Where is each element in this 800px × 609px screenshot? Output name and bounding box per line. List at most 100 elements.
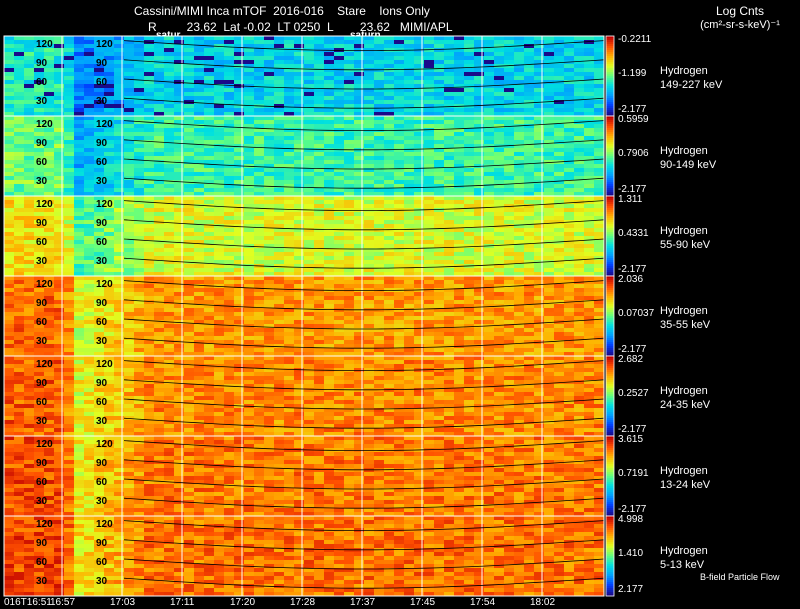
bfield-label: B-field Particle Flow bbox=[700, 572, 780, 582]
colorbar-max-label: 4.998 bbox=[618, 514, 644, 525]
contour-label: 60 bbox=[96, 477, 108, 488]
contour-label: 30 bbox=[96, 576, 108, 588]
contour-label: 90 bbox=[96, 457, 108, 469]
contour-label: 60 bbox=[96, 157, 108, 168]
contour-label: 90 bbox=[96, 537, 108, 549]
contour-label: 90 bbox=[36, 537, 48, 549]
time-tick-label: 16:57 bbox=[50, 597, 76, 608]
contour-label: 120 bbox=[36, 278, 53, 290]
colorbar-min-label: -2.177 bbox=[618, 104, 647, 115]
contour-label: 30 bbox=[96, 416, 108, 428]
panel-label: Hydrogen 90-149 keV bbox=[660, 144, 716, 172]
contour-label: 90 bbox=[36, 217, 48, 229]
contour-label: 60 bbox=[36, 317, 48, 328]
contour-label: 90 bbox=[96, 217, 108, 229]
panel-6 bbox=[3, 515, 615, 597]
species-label: Hydrogen bbox=[660, 305, 708, 317]
contour-label: 60 bbox=[96, 317, 108, 328]
panel-0 bbox=[3, 35, 615, 117]
contour-label: 30 bbox=[96, 96, 108, 108]
colorbar-min-label: -2.177 bbox=[618, 504, 647, 515]
contour-label: 120 bbox=[96, 518, 113, 530]
colorbar-title: Log Cnts bbox=[715, 4, 765, 18]
contour-label: 120 bbox=[96, 118, 113, 130]
contour-label: 90 bbox=[96, 377, 108, 389]
contour-label: 60 bbox=[96, 557, 108, 568]
contour-label: 90 bbox=[96, 137, 108, 149]
time-tick-label: 17:20 bbox=[230, 597, 256, 608]
colorbar-max-label: 2.036 bbox=[618, 274, 644, 285]
panel-label: Hydrogen 35-55 keV bbox=[660, 304, 710, 332]
contour-label: 30 bbox=[36, 96, 48, 108]
contour-label: 120 bbox=[96, 278, 113, 290]
colorbar-mid-label: 0.7191 bbox=[618, 468, 649, 479]
colorbar-min-label: 2.177 bbox=[618, 584, 644, 595]
colorbar-min-label: -2.177 bbox=[618, 184, 647, 195]
colorbar-min-label: -2.177 bbox=[618, 344, 647, 355]
panel-label: Hydrogen 55-90 keV bbox=[660, 224, 710, 252]
energy-label: 13-24 keV bbox=[660, 479, 711, 491]
time-tick-label: 17:37 bbox=[350, 597, 376, 608]
time-tick-label: 17:45 bbox=[410, 597, 436, 608]
time-tick-label: 17:03 bbox=[110, 597, 136, 608]
contour-label: 90 bbox=[36, 377, 48, 389]
contour-label: 90 bbox=[36, 457, 48, 469]
energy-label: 35-55 keV bbox=[660, 319, 711, 331]
contour-label: 30 bbox=[36, 576, 48, 588]
time-tick-label: 17:54 bbox=[470, 597, 496, 608]
colorbar-units: (cm²-sr-s-keV)⁻¹ bbox=[700, 19, 780, 31]
colorbar-max-label: 1.311 bbox=[618, 194, 643, 205]
contour-label: 30 bbox=[36, 336, 48, 348]
contour-label: 60 bbox=[96, 77, 108, 88]
energy-label: 55-90 keV bbox=[660, 239, 711, 251]
contour-label: 120 bbox=[36, 438, 53, 450]
contour-label: 30 bbox=[36, 496, 48, 508]
panel-label: Hydrogen 149-227 keV bbox=[660, 64, 722, 92]
contour-label: 60 bbox=[96, 237, 108, 248]
contour-label: 120 bbox=[36, 118, 53, 130]
contour-label: 60 bbox=[36, 397, 48, 408]
contour-label: 90 bbox=[36, 57, 48, 69]
colorbar-max-label: 3.615 bbox=[618, 434, 644, 445]
colorbar-max-label: -0.2211 bbox=[618, 34, 652, 45]
contour-label: 30 bbox=[36, 256, 48, 268]
contour-label: 120 bbox=[96, 198, 113, 210]
energy-label: 90-149 keV bbox=[660, 159, 717, 171]
contour-label: 60 bbox=[36, 557, 48, 568]
contour-label: 60 bbox=[36, 77, 48, 88]
colorbar-min-label: -2.177 bbox=[618, 264, 647, 275]
contour-label: 120 bbox=[96, 38, 113, 50]
panel-2 bbox=[3, 195, 615, 277]
colorbar-max-label: 2.682 bbox=[618, 354, 644, 365]
species-label: Hydrogen bbox=[660, 385, 708, 397]
time-tick-label: 17:11 bbox=[170, 597, 195, 608]
colorbar-mid-label: 0.7906 bbox=[618, 148, 649, 159]
panel-1 bbox=[3, 115, 615, 197]
energy-label: 5-13 keV bbox=[660, 559, 705, 571]
contour-label: 120 bbox=[36, 518, 53, 530]
orbit-info: R 23.62 Lat -0.02 LT 0250 L 23.62 MIMI/A… bbox=[148, 20, 453, 34]
contour-label: 120 bbox=[96, 358, 113, 370]
contour-label: 60 bbox=[36, 237, 48, 248]
contour-label: 60 bbox=[96, 397, 108, 408]
contour-label: 90 bbox=[36, 297, 48, 309]
contour-label: 30 bbox=[96, 176, 108, 188]
contour-label: 90 bbox=[36, 137, 48, 149]
contour-label: 30 bbox=[36, 416, 48, 428]
time-tick-label: 17:28 bbox=[290, 597, 316, 608]
species-label: Hydrogen bbox=[660, 65, 708, 77]
species-label: Hydrogen bbox=[660, 465, 708, 477]
energy-label: 149-227 keV bbox=[660, 79, 723, 91]
plot-title: Cassini/MIMI Inca mTOF 2016-016 Stare Io… bbox=[134, 4, 430, 18]
panel-label: Hydrogen 13-24 keV bbox=[660, 464, 710, 492]
contour-label: 90 bbox=[96, 297, 108, 309]
panel-3 bbox=[3, 275, 615, 357]
colorbar-mid-label: 1.410 bbox=[618, 548, 644, 559]
panel-label: Hydrogen 24-35 keV bbox=[660, 384, 710, 412]
time-tick-label: 18:02 bbox=[530, 597, 556, 608]
panel-4 bbox=[3, 355, 615, 437]
contour-label: 30 bbox=[36, 176, 48, 188]
contour-label: 30 bbox=[96, 256, 108, 268]
colorbar-max-label: 0.5959 bbox=[618, 114, 649, 125]
